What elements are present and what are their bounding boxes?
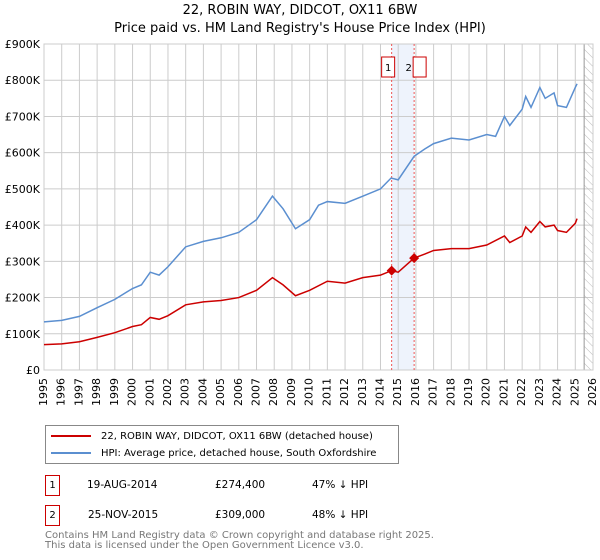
y-tick-label: £200K: [5, 292, 41, 305]
y-tick-label: £800K: [5, 74, 41, 87]
x-tick-label: 2010: [303, 378, 316, 406]
x-tick-label: 2002: [161, 378, 174, 406]
y-tick-label: £100K: [5, 328, 41, 341]
legend-label: 22, ROBIN WAY, DIDCOT, OX11 6BW (detache…: [101, 430, 373, 442]
transaction-delta: 47% ↓ HPI: [312, 479, 369, 491]
footer-line: Contains HM Land Registry data © Crown c…: [45, 530, 434, 541]
x-tick-label: 1996: [55, 378, 68, 406]
x-tick-label: 2025: [568, 378, 581, 406]
x-tick-label: 2012: [338, 378, 351, 406]
sale-point: [386, 265, 397, 276]
sale-label: 2: [405, 63, 411, 74]
sale-point: [409, 253, 420, 264]
y-tick-label: £300K: [5, 255, 41, 268]
chart-title: 22, ROBIN WAY, DIDCOT, OX11 6BW: [182, 3, 418, 18]
sale-label: 1: [385, 63, 391, 74]
x-tick-label: 2005: [214, 378, 227, 406]
legend-swatch-blue: [51, 452, 91, 454]
transaction-delta: 48% ↓ HPI: [312, 509, 369, 521]
x-tick-label: 2017: [427, 378, 440, 406]
y-tick-label: £500K: [5, 183, 41, 196]
x-tick-label: 2014: [373, 378, 386, 406]
x-tick-label: 2024: [551, 378, 564, 406]
legend-label: HPI: Average price, detached house, Sout…: [101, 447, 377, 459]
x-tick-label: 2015: [391, 378, 404, 406]
footer: Contains HM Land Registry data © Crown c…: [45, 531, 434, 551]
x-tick-label: 2007: [250, 378, 263, 406]
x-tick-label: 1995: [37, 378, 50, 406]
footer-line: This data is licensed under the Open Gov…: [45, 540, 364, 551]
x-tick-label: 2026: [586, 378, 599, 406]
transaction-date: 25-NOV-2015: [88, 509, 159, 521]
x-tick-label: 1998: [90, 378, 103, 406]
x-tick-label: 2023: [533, 378, 546, 406]
marker-badge: 1: [45, 475, 60, 496]
x-tick-label: 2008: [267, 378, 280, 406]
plot-area: 1995 1996 1997 1998 1999 2000 2001 2002 2003 2004…: [5, 38, 599, 406]
y-tick-label: £0: [26, 364, 40, 377]
y-tick-label: £400K: [5, 219, 41, 232]
legend: 22, ROBIN WAY, DIDCOT, OX11 6BW (detache…: [45, 425, 399, 464]
x-tick-label: 2019: [462, 378, 475, 406]
transaction-date: 19-AUG-2014: [87, 479, 158, 491]
transaction-price: £274,400: [215, 479, 266, 491]
legend-item-hpi: HPI: Average price, detached house, Sout…: [51, 445, 376, 461]
marker-badge: 2: [45, 505, 60, 526]
future-hatch: [584, 44, 593, 370]
plot-border: [43, 43, 594, 371]
x-tick-label: 2021: [497, 378, 510, 406]
sale-label-box: [412, 56, 427, 78]
chart-subtitle: Price paid vs. HM Land Registry's House …: [114, 21, 486, 36]
x-tick-label: 2018: [444, 378, 457, 406]
x-tick-label: 2000: [126, 378, 139, 406]
x-tick-label: 2013: [356, 378, 369, 406]
y-tick-label: £600K: [5, 147, 41, 160]
sale-label-box: [381, 56, 396, 78]
y-tick-label: £700K: [5, 110, 41, 123]
x-tick-label: 2003: [179, 378, 192, 406]
series-line: [43, 218, 578, 346]
x-tick-label: 2011: [320, 378, 333, 406]
transaction-price: £309,000: [215, 509, 266, 521]
x-tick-label: 2004: [196, 378, 209, 406]
x-tick-label: 1997: [72, 378, 85, 406]
legend-swatch-red: [51, 435, 91, 437]
x-tick-label: 2016: [409, 378, 422, 406]
x-tick-label: 2022: [515, 378, 528, 406]
x-tick-label: 1999: [108, 378, 121, 406]
x-tick-label: 2001: [143, 378, 156, 406]
x-tick-label: 2006: [232, 378, 245, 406]
series-line: [43, 83, 578, 323]
x-tick-label: 2020: [480, 378, 493, 406]
x-tick-label: 2009: [285, 378, 298, 406]
sale-period-shading: [391, 44, 415, 370]
legend-item-property: 22, ROBIN WAY, DIDCOT, OX11 6BW (detache…: [51, 428, 373, 444]
y-tick-label: £900K: [5, 38, 41, 51]
